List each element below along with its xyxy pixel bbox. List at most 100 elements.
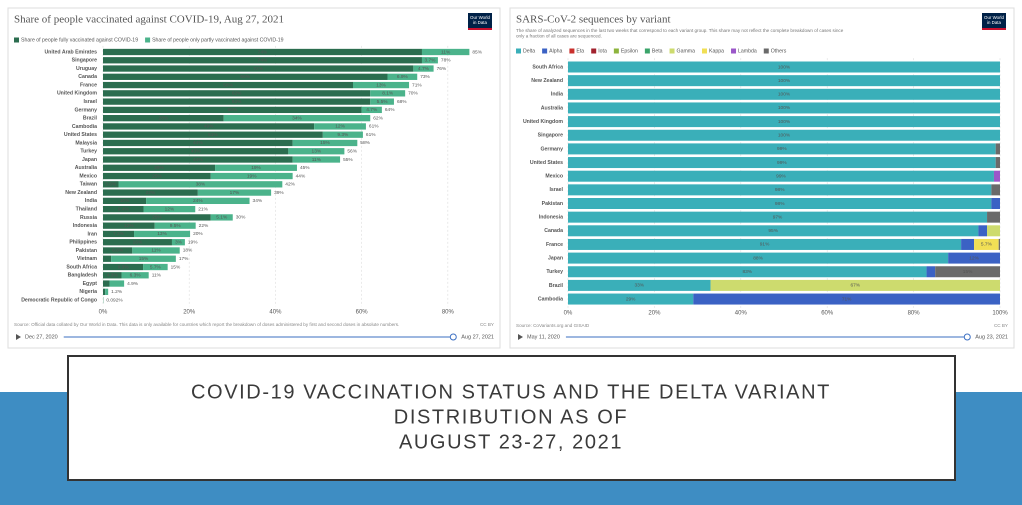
bar-segment (103, 65, 414, 72)
y-tick-label: United Kingdom (523, 119, 563, 125)
bar-segment (103, 230, 135, 238)
y-tick-label: Mexico (545, 174, 563, 180)
license: CC BY (480, 322, 494, 327)
bar-segment (322, 131, 363, 138)
timeline-handle[interactable] (963, 333, 971, 341)
bar-segment (693, 293, 1000, 305)
bar-segment (103, 81, 353, 89)
bar-value-label: 33% (634, 283, 644, 289)
bar-segment (568, 198, 992, 209)
bar-value-label: 62% (232, 99, 242, 105)
y-tick-label: South Africa (532, 64, 563, 70)
total-label: 4.9% (127, 281, 139, 287)
bar-value-label: 5.5% (377, 99, 389, 105)
total-label: 30% (236, 215, 246, 221)
play-button[interactable] (16, 334, 21, 340)
bar-segment (987, 225, 1000, 237)
bar-segment (103, 48, 422, 56)
bar-value-label: 16% (133, 239, 143, 245)
x-tick-label: 80% (442, 310, 455, 316)
bar-segment (103, 139, 293, 147)
bar-value-label: 66% (240, 74, 250, 80)
y-tick-label: Taiwan (80, 182, 97, 188)
bar-segment (103, 272, 122, 279)
y-tick-label: Germany (541, 146, 564, 152)
bar-segment (361, 106, 382, 114)
y-tick-label: United States (64, 132, 97, 138)
logo (468, 13, 492, 30)
y-tick-label: United States (530, 160, 563, 166)
total-label: 68% (397, 99, 407, 105)
y-tick-label: Japan (82, 157, 97, 163)
legend-label: Delta (523, 48, 535, 54)
play-button[interactable] (518, 334, 523, 340)
bar-value-label: 99% (777, 160, 787, 166)
total-label: 78% (441, 58, 451, 64)
legend-label: Gamma (677, 48, 696, 54)
total-label: 22% (199, 223, 209, 229)
y-tick-label: Democratic Republic of Congo (21, 297, 97, 303)
y-tick-label: Indonesia (539, 215, 563, 221)
bar-segment (154, 222, 196, 229)
x-tick-label: 0% (564, 311, 573, 317)
bar-segment (103, 57, 422, 64)
bar-segment (568, 266, 927, 278)
bar-segment (995, 143, 1000, 155)
bar-value-label: 88% (753, 255, 763, 261)
license: CC BY (994, 323, 1008, 328)
logo-bar (982, 28, 1006, 30)
bar-segment (568, 211, 988, 223)
bar-segment (353, 81, 410, 89)
legend-swatch (644, 48, 650, 54)
chart-title: Share of people vaccinated against COVID… (14, 14, 284, 26)
legend-label: Others (771, 48, 787, 54)
source-note: Source: Official data collated by Our Wo… (14, 322, 399, 327)
legend-label: Epsilon (621, 48, 638, 54)
legend-swatch (516, 48, 521, 54)
y-tick-label: Turkey (546, 269, 563, 275)
legend-swatch (731, 48, 737, 54)
chart-subtitle: The share of analyzed sequences in the l… (516, 28, 844, 33)
y-tick-label: Vietnam (77, 256, 97, 262)
bar-segment (103, 239, 172, 246)
bar-segment (103, 181, 119, 188)
bar-value-label: 43% (191, 149, 201, 155)
bar-segment (421, 48, 470, 56)
y-tick-label: Cambodia (72, 124, 97, 130)
bar-segment (370, 98, 394, 105)
y-tick-label: India (85, 198, 97, 204)
y-tick-label: Singapore (72, 58, 97, 64)
y-tick-label: New Zealand (65, 190, 97, 196)
total-label: 71% (412, 82, 422, 88)
bar-value-label: 12% (124, 223, 134, 229)
bar-value-label: 4.7% (418, 66, 430, 72)
bar-value-label: 17% (230, 190, 240, 196)
y-tick-label: Bangladesh (68, 273, 97, 279)
bar-segment (118, 181, 283, 188)
logo-text: Our World (984, 15, 1004, 20)
y-tick-label: Turkey (80, 149, 97, 155)
bar-segment (103, 131, 323, 138)
logo-text: in Data (987, 20, 1001, 25)
bar-segment (995, 157, 1000, 169)
bar-value-label: 99% (776, 173, 786, 179)
y-tick-label: South Africa (66, 264, 97, 270)
bar-segment (103, 115, 224, 122)
bar-value-label: 44% (193, 157, 203, 163)
bar-segment (568, 279, 711, 291)
bar-segment (121, 272, 149, 279)
slide-title: DISTRIBUTION AS OF (394, 406, 628, 428)
bar-value-label: 9.3% (337, 132, 349, 138)
legend-swatch (613, 48, 619, 54)
y-tick-label: United Arab Emirates (44, 49, 97, 55)
bar-segment (292, 139, 358, 147)
bar-segment (413, 65, 434, 72)
bar-segment (568, 88, 1000, 100)
y-tick-label: Russia (80, 215, 97, 221)
y-tick-label: Australia (75, 165, 97, 171)
timeline-handle[interactable] (449, 333, 457, 341)
total-label: 61% (369, 124, 379, 130)
bar-segment (103, 98, 371, 105)
bar-value-label: 91% (760, 242, 770, 248)
bar-value-label: 58% (223, 82, 233, 88)
